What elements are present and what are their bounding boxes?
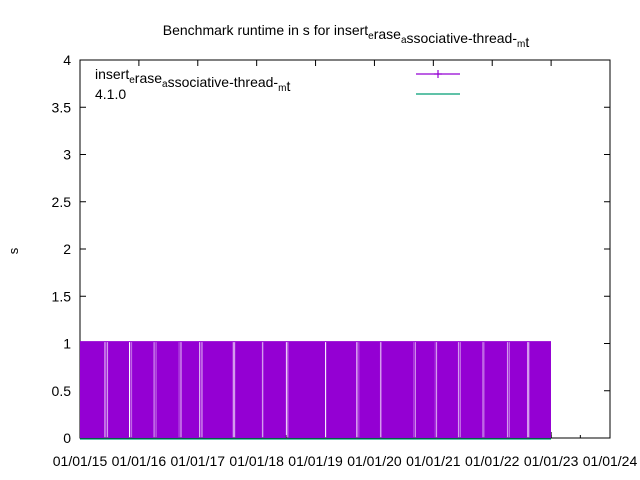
y-tick-label: 2.5 <box>52 194 72 210</box>
series-1-span <box>80 341 105 438</box>
chart-title: Benchmark runtime in s for inserteraseas… <box>163 22 530 50</box>
series-1-span <box>529 341 551 438</box>
x-tick-label: 01/01/20 <box>347 453 402 469</box>
y-tick-label: 2 <box>63 241 71 257</box>
series-1-span <box>108 341 130 438</box>
series-1-span <box>415 341 435 438</box>
y-tick-label: 0.5 <box>52 383 72 399</box>
y-axis: 0 0.5 1 1.5 2 2.5 3 3.5 4 <box>52 52 610 446</box>
legend-label-series-2: 4.1.0 <box>95 86 126 102</box>
series-1-span <box>381 341 414 438</box>
series-1-span <box>202 341 233 438</box>
series-1-span <box>132 341 154 438</box>
series-1-span <box>359 341 380 438</box>
y-tick-label: 1 <box>63 336 71 352</box>
x-tick-label: 01/01/24 <box>583 453 638 469</box>
x-tick-label: 01/01/22 <box>465 453 520 469</box>
y-tick-label: 1.5 <box>52 288 72 304</box>
y-tick-label: 3.5 <box>52 99 72 115</box>
x-tick-label: 01/01/21 <box>406 453 461 469</box>
series-1-span <box>156 341 179 438</box>
series-1-span <box>288 341 326 438</box>
x-tick-label: 01/01/17 <box>171 453 226 469</box>
series-1-span <box>326 341 357 438</box>
series-1-span <box>509 341 527 438</box>
series-1-span <box>437 341 458 438</box>
x-tick-label: 01/01/16 <box>112 453 167 469</box>
y-tick-label: 4 <box>63 52 71 68</box>
x-axis: 01/01/15 01/01/16 01/01/17 01/01/18 01/01/19… <box>53 60 638 469</box>
series-1-span <box>460 341 483 438</box>
series-1-span <box>263 341 286 438</box>
y-tick-label: 0 <box>63 430 71 446</box>
x-tick-label: 01/01/15 <box>53 453 108 469</box>
legend-label-series-1: inserteraseassociative-thread-mt <box>95 66 290 94</box>
series-1-span <box>235 341 262 438</box>
series-1-span <box>181 341 200 438</box>
y-tick-label: 3 <box>63 147 71 163</box>
x-tick-label: 01/01/19 <box>288 453 343 469</box>
x-tick-label: 01/01/18 <box>229 453 284 469</box>
legend: inserteraseassociative-thread-mt 4.1.0 <box>95 66 460 102</box>
y-axis-label: s <box>6 247 21 254</box>
plot-area <box>80 341 551 440</box>
x-tick-label: 01/01/23 <box>524 453 579 469</box>
series-1-span <box>484 341 507 438</box>
